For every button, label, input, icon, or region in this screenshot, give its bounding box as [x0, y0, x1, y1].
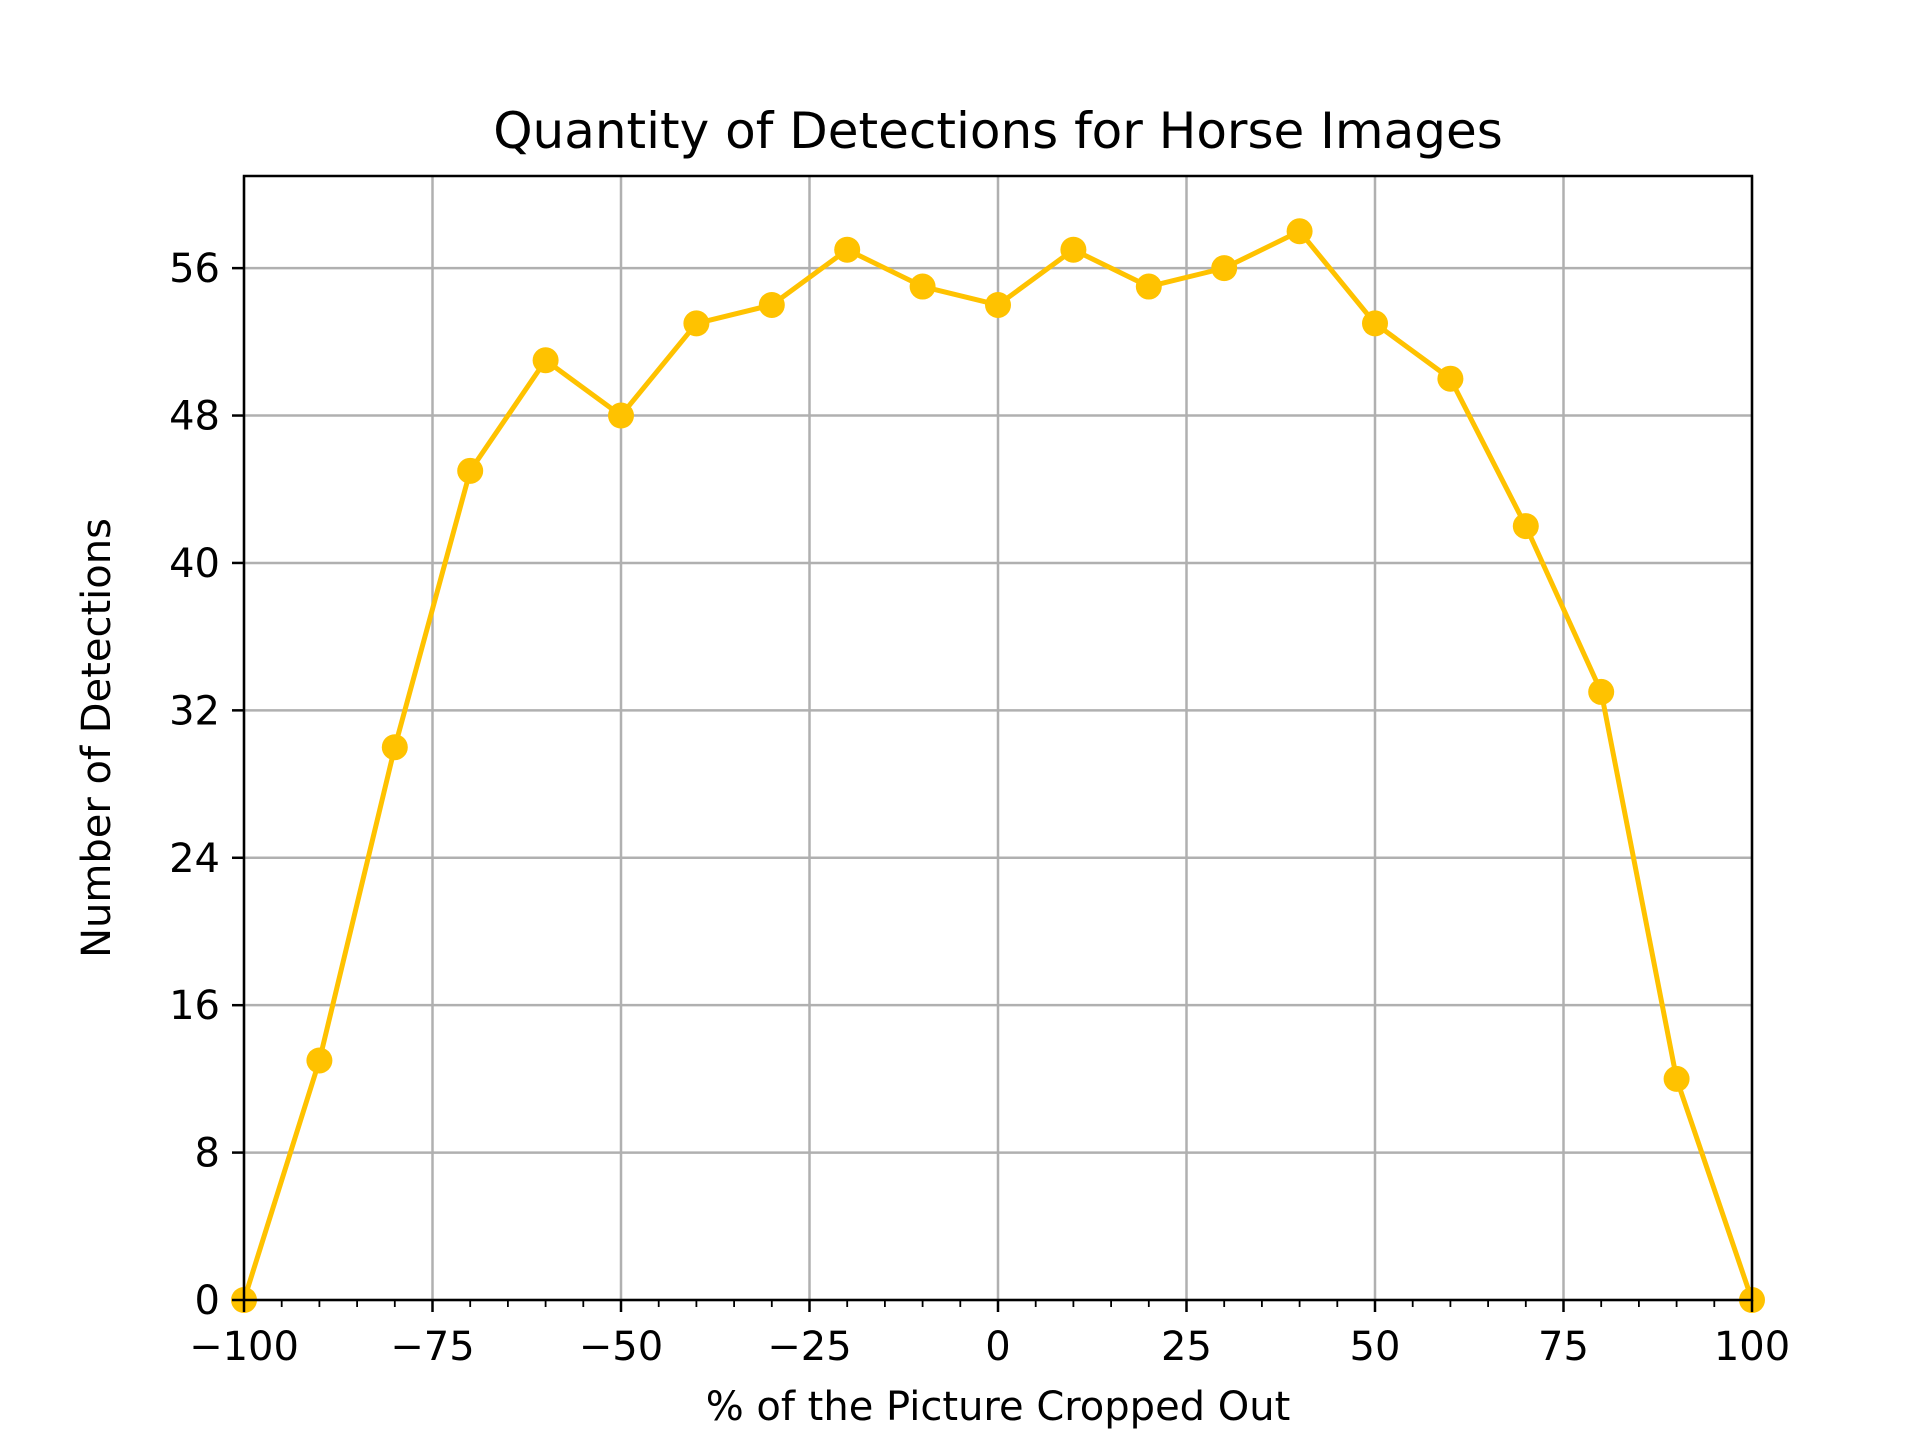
chart-title: Quantity of Detections for Horse Images: [493, 102, 1503, 160]
data-point: [1060, 236, 1087, 263]
data-point: [1362, 310, 1388, 337]
data-point: [1211, 255, 1238, 282]
x-tick-label: −75: [390, 1324, 474, 1370]
y-tick-label: 56: [169, 246, 220, 292]
data-point: [1663, 1065, 1690, 1092]
data-point: [457, 457, 484, 484]
data-point: [608, 402, 634, 429]
x-tick-label: 0: [985, 1324, 1010, 1370]
data-point: [1512, 513, 1539, 540]
data-point: [381, 734, 408, 761]
y-tick-label: 24: [169, 836, 220, 882]
y-tick-label: 32: [169, 688, 220, 734]
data-point: [909, 273, 936, 300]
data-point: [1135, 273, 1162, 300]
x-tick-label: −100: [189, 1324, 299, 1370]
data-point: [683, 310, 710, 337]
x-axis-label: % of the Picture Cropped Out: [706, 1384, 1291, 1430]
y-tick-label: 0: [195, 1278, 220, 1324]
data-point: [758, 291, 785, 318]
x-tick-label: 50: [1350, 1324, 1401, 1370]
data-point: [1286, 218, 1313, 245]
y-tick-label: 16: [169, 983, 220, 1029]
x-tick-label: 75: [1538, 1324, 1589, 1370]
y-axis-label: Number of Detections: [74, 518, 120, 958]
grid-lines: [242, 176, 1754, 1302]
data-point: [532, 347, 559, 374]
x-tick-label: 25: [1161, 1324, 1212, 1370]
data-point: [1437, 365, 1464, 392]
data-point: [306, 1047, 333, 1074]
y-tick-label: 8: [195, 1131, 220, 1177]
x-tick-label: −50: [579, 1324, 663, 1370]
data-point: [834, 236, 861, 263]
data-point: [985, 291, 1011, 318]
axis-ticks: −100 −75 −50 −25 0 25 50 75 100 0 8 16 24 32 40 48 56: [169, 246, 1790, 1370]
data-point: [1588, 678, 1615, 705]
series-line: [231, 218, 1765, 1313]
y-tick-label: 40: [169, 541, 220, 587]
x-tick-label: 100: [1714, 1324, 1790, 1370]
y-tick-label: 48: [169, 394, 220, 440]
x-tick-label: −25: [767, 1324, 851, 1370]
